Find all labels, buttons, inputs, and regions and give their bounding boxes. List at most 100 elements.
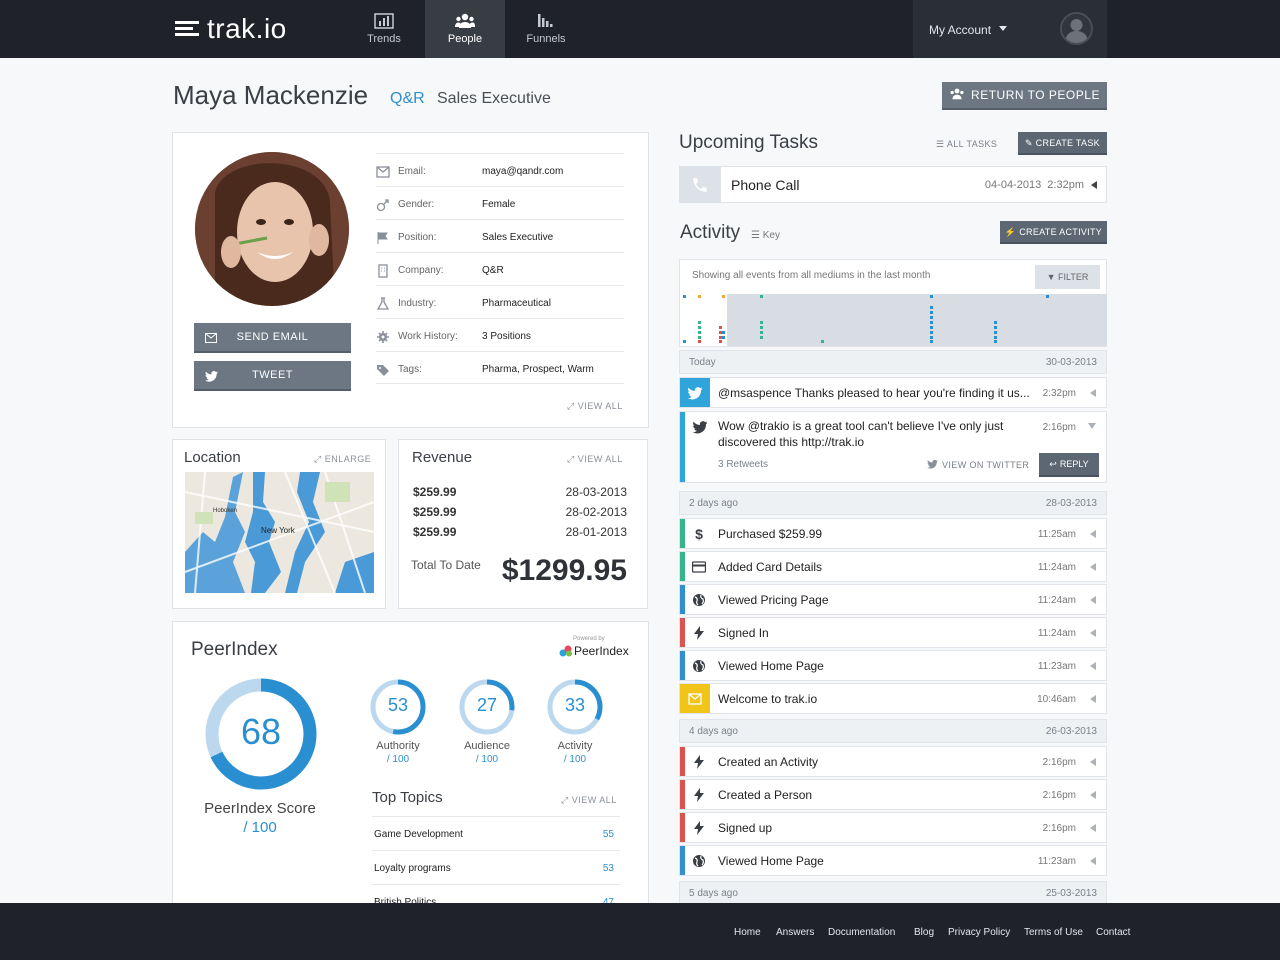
retweet-count: 3 Retweets [718,459,769,470]
phone-icon [693,178,707,192]
activity-time: 2:16pm [1042,422,1076,433]
activity-text: Signed In [718,626,769,640]
nav-people[interactable]: People [425,0,505,58]
day-date: 30-03-2013 [1045,357,1097,368]
nav-trends[interactable]: Trends [344,0,424,58]
return-to-people-button[interactable]: RETURN TO PEOPLE [942,82,1107,110]
nav-funnels-label: Funnels [526,33,566,45]
send-email-label: SEND EMAIL [236,331,309,343]
location-map[interactable]: Hoboken New York [185,472,374,593]
reply-button[interactable]: ↩ REPLY [1039,453,1099,477]
day-label: Today [689,357,716,368]
envelope-icon [376,165,390,178]
detail-label: Position: [398,232,437,243]
user-avatar[interactable] [1060,12,1093,45]
activity-time: 11:24am [1037,562,1076,573]
map-label-new-york: New York [261,526,295,535]
filter-text: Showing all events from all mediums in t… [692,270,931,281]
activity-color-bar [680,412,685,482]
app-logo[interactable]: trak.io [175,13,287,45]
map-label-hoboken: Hoboken [213,508,238,514]
upcoming-tasks-title: Upcoming Tasks [679,132,819,153]
day-date: 28-03-2013 [1045,498,1097,509]
metric-value: 53 [387,695,409,715]
topic-row[interactable]: Game Development 55 [372,816,620,849]
profile-view-all-link[interactable]: ⤢ VIEW ALL [567,401,623,412]
envelope-icon [680,684,710,713]
total-to-date-value: $1299.95 [501,554,627,587]
task-when: 04-04-2013 2:32pm [984,179,1084,191]
profile-photo-image [195,152,349,306]
activity-time: 11:23am [1037,661,1076,672]
footer-link-privacy-policy[interactable]: Privacy Policy [948,927,1011,938]
activity-item[interactable]: Added Card Details 11:24am [679,551,1107,582]
footer-link-blog[interactable]: Blog [914,927,935,938]
activity-item[interactable]: Created an Activity 2:16pm [679,746,1107,777]
footer-link-answers[interactable]: Answers [776,927,815,938]
activity-time: 10:46am [1037,694,1076,705]
activity-item[interactable]: Viewed Home Page 11:23am [679,845,1107,876]
view-all-label: VIEW ALL [571,795,617,805]
metric-label: Activity [557,740,593,752]
chevron-left-icon [1090,824,1096,832]
activity-day-header: Today 30-03-2013 [679,350,1107,374]
activity-item-tweet[interactable]: @msaspence Thanks pleased to hear you're… [679,377,1107,408]
detail-label: Tags: [398,364,422,375]
nav-trends-label: Trends [367,33,401,45]
detail-label: Email: [398,166,426,177]
activity-time: 2:32pm [1042,388,1076,399]
revenue-amount: $259.99 [413,505,457,519]
topic-score: 53 [602,863,614,874]
topic-score: 47 [602,897,614,904]
tweet-button[interactable]: TWEET [194,361,351,391]
task-row[interactable]: Phone Call 04-04-2013 2:32pm [679,166,1107,203]
activity-item[interactable]: $ Purchased $259.99 11:25am [679,518,1107,549]
create-task-label: CREATE TASK [1035,138,1100,148]
peerindex-score-max: / 100 [243,819,277,836]
metric-label: Audience [464,740,510,752]
company-link[interactable]: Q&R [390,90,425,107]
revenue-view-all-link[interactable]: ⤢ VIEW ALL [567,454,623,465]
footer-link-terms-of-use[interactable]: Terms of Use [1024,927,1083,938]
metric-ring [547,679,603,735]
view-on-twitter-link[interactable]: VIEW ON TWITTER [927,459,1029,470]
topics-view-all-link[interactable]: ⤢ VIEW ALL [561,795,617,806]
topic-row[interactable]: British Politics 47 [372,884,620,904]
detail-label: Industry: [398,298,437,309]
topic-row[interactable]: Loyalty programs 53 [372,850,620,883]
footer-link-home[interactable]: Home [734,927,761,938]
footer-link-contact[interactable]: Contact [1096,927,1131,938]
activity-text: Added Card Details [718,560,823,574]
footer-link-documentation[interactable]: Documentation [828,927,896,938]
activity-item[interactable]: Signed In 11:24am [679,617,1107,648]
detail-label: Gender: [398,199,435,210]
nav-funnels[interactable]: Funnels [506,0,586,58]
top-topics-title: Top Topics [372,789,443,806]
activity-item[interactable]: Viewed Pricing Page 11:24am [679,584,1107,615]
enlarge-label: ENLARGE [324,454,372,464]
expand-icon: ⤢ [567,454,575,464]
topic-score: 55 [602,829,614,840]
account-menu[interactable]: My Account [913,0,1107,58]
activity-item[interactable]: Created a Person 2:16pm [679,779,1107,810]
all-tasks-link[interactable]: ☰ ALL TASKS [936,139,997,150]
activity-item[interactable]: Welcome to trak.io 10:46am [679,683,1107,714]
day-label: 2 days ago [689,498,738,509]
phone-icon-box [680,167,721,202]
activity-text: @msaspence Thanks pleased to hear you're… [718,386,1030,400]
detail-label: Company: [398,265,444,276]
activity-item[interactable]: Signed up 2:16pm [679,812,1107,843]
filter-button[interactable]: ▼ FILTER [1035,265,1100,289]
enlarge-map-link[interactable]: ⤢ ENLARGE [314,454,371,465]
activity-text: Signed up [718,821,773,835]
create-activity-button[interactable]: ⚡ CREATE ACTIVITY [1000,221,1107,244]
activity-color-bar [680,780,685,809]
detail-row: Industry: Pharmaceutical [376,285,624,318]
send-email-button[interactable]: SEND EMAIL [194,323,351,353]
activity-key-link[interactable]: ☰ Key [751,230,780,241]
flag-icon [376,231,390,244]
create-task-button[interactable]: ✎ CREATE TASK [1018,132,1107,155]
activity-item[interactable]: Viewed Home Page 11:23am [679,650,1107,681]
activity-item-tweet-expanded[interactable]: Wow @trakio is a great tool can't believ… [679,411,1107,483]
